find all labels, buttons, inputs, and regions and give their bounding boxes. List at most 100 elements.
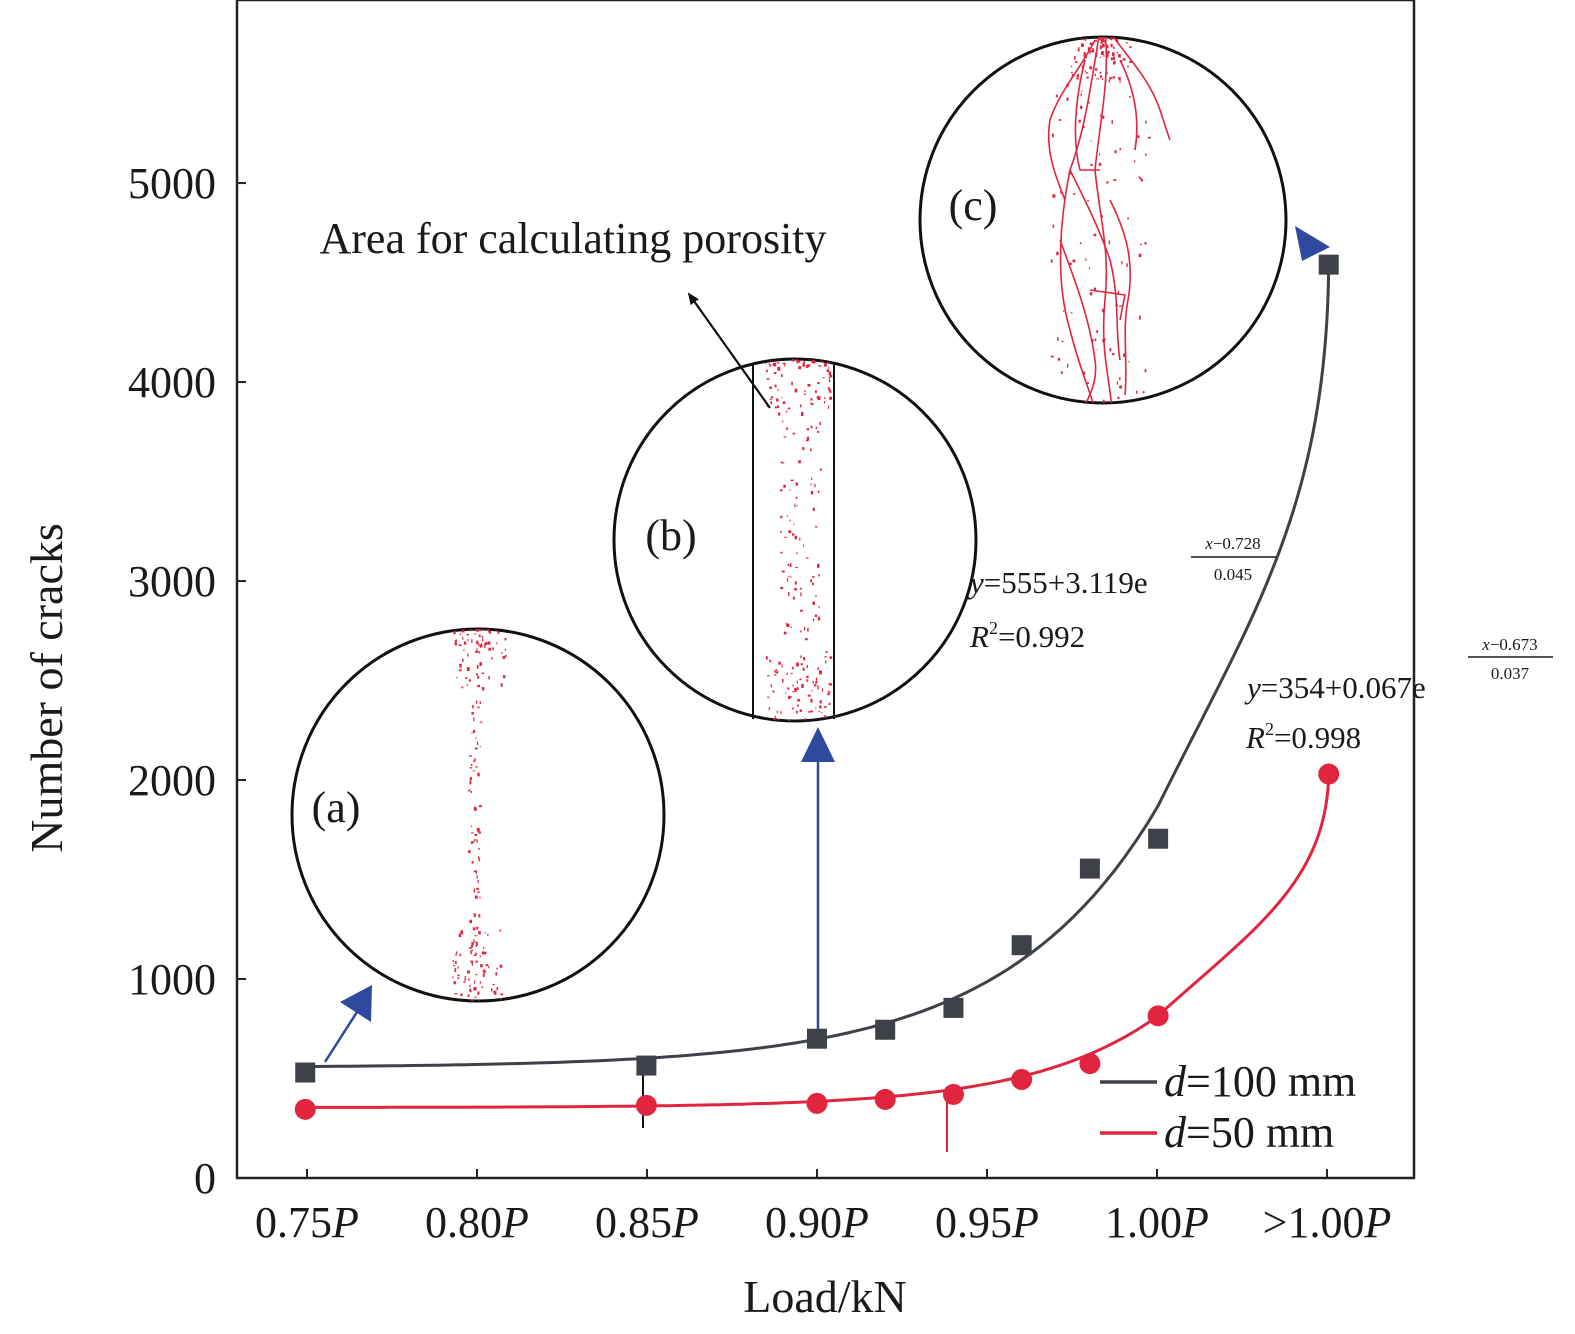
crack-speck — [1100, 37, 1103, 39]
crack-speck — [474, 935, 478, 937]
crack-speck — [802, 544, 804, 547]
crack-speck — [1066, 83, 1069, 87]
crack-speck — [796, 360, 799, 364]
crack-speck — [794, 503, 796, 508]
crack-speck — [1094, 338, 1097, 341]
crack-speck — [502, 655, 506, 659]
equation-100mm: y=555+3.119e x−0.728 0.045 R2=0.992 — [967, 534, 1276, 654]
crack-speck — [1129, 46, 1132, 48]
crack-speck — [803, 657, 806, 661]
crack-speck — [474, 895, 478, 899]
crack-speck — [469, 780, 472, 785]
crack-speck — [828, 367, 830, 369]
crack-speck — [1113, 179, 1117, 181]
crack-speck — [1067, 363, 1069, 368]
x-tick-label: 0.95P — [935, 1198, 1039, 1247]
crack-speck — [470, 629, 472, 632]
crack-speck — [772, 364, 774, 366]
crack-speck — [796, 710, 798, 714]
crack-speck — [794, 535, 797, 540]
crack-speck — [454, 961, 457, 964]
crack-speck — [456, 951, 458, 954]
crack-speck — [796, 680, 798, 684]
crack-speck — [770, 684, 772, 688]
crack-speck — [790, 479, 794, 482]
crack-speck — [478, 914, 481, 918]
crack-speck — [1089, 66, 1092, 70]
crack-speck — [1109, 348, 1112, 352]
crack-speck — [479, 955, 482, 957]
data-point-100mm — [875, 1019, 896, 1040]
crack-speck — [482, 970, 484, 972]
crack-speck — [459, 663, 462, 668]
crack-speck — [1089, 50, 1091, 55]
crack-speck — [1070, 65, 1073, 68]
crack-speck — [814, 390, 817, 393]
crack-speck — [814, 483, 816, 488]
data-point-50mm — [635, 1094, 657, 1116]
crack-speck — [457, 977, 460, 979]
crack-speck — [1090, 140, 1092, 142]
crack-speck — [1052, 194, 1056, 198]
crack-speck — [790, 672, 793, 674]
crack-speck — [797, 704, 799, 707]
crack-speck — [1083, 371, 1086, 375]
x-tick-label: 0.75P — [255, 1198, 359, 1247]
crack-speck — [1111, 120, 1113, 124]
crack-speck — [1123, 353, 1126, 357]
crack-speck — [473, 806, 476, 811]
crack-speck — [823, 401, 825, 404]
crack-speck — [810, 483, 812, 486]
crack-speck — [786, 427, 788, 430]
crack-speck — [1119, 78, 1121, 83]
crack-speck — [1084, 70, 1086, 72]
crack-speck — [774, 674, 777, 676]
y-tick-label: 0 — [194, 1154, 216, 1203]
inset-a-label: (a) — [312, 783, 361, 832]
svg-text:R2=0.992: R2=0.992 — [969, 618, 1085, 654]
crack-speck — [1106, 52, 1109, 55]
crack-speck — [794, 687, 797, 692]
crack-speck — [825, 660, 827, 664]
crack-speck — [475, 973, 478, 976]
crack-speck — [802, 447, 805, 450]
crack-speck — [1091, 48, 1095, 53]
crack-speck — [790, 626, 792, 628]
crack-speck — [456, 677, 458, 679]
crack-speck — [479, 644, 483, 648]
crack-speck — [787, 407, 791, 410]
crack-speck — [1106, 37, 1108, 39]
crack-speck — [1113, 46, 1115, 49]
crack-speck — [792, 666, 794, 670]
crack-speck — [479, 721, 483, 723]
crack-speck — [1099, 56, 1101, 58]
crack-speck — [1138, 253, 1142, 257]
crack-speck — [812, 360, 815, 364]
crack-speck — [829, 683, 832, 686]
crack-speck — [479, 701, 481, 705]
crack-speck — [795, 482, 799, 486]
crack-speck — [479, 662, 482, 666]
crack-speck — [476, 839, 478, 843]
crack-speck — [799, 709, 802, 712]
crack-speck — [470, 945, 473, 948]
crack-speck — [478, 634, 481, 638]
crack-speck — [812, 507, 815, 511]
crack-speck — [1081, 65, 1084, 69]
crack-speck — [1116, 381, 1119, 385]
crack-speck — [794, 588, 797, 591]
crack-speck — [776, 710, 778, 714]
crack-speck — [828, 376, 830, 381]
crack-speck — [1144, 153, 1147, 156]
crack-speck — [459, 633, 462, 635]
crack-speck — [463, 981, 466, 983]
crack-speck — [770, 360, 772, 362]
crack-speck — [775, 406, 777, 409]
crack-speck — [828, 683, 830, 685]
crack-speck — [787, 563, 789, 566]
crack-speck — [495, 630, 497, 632]
crack-speck — [1139, 177, 1142, 180]
inset-b-label: (b) — [645, 511, 696, 560]
crack-speck — [794, 581, 797, 585]
crack-speck — [787, 687, 790, 690]
